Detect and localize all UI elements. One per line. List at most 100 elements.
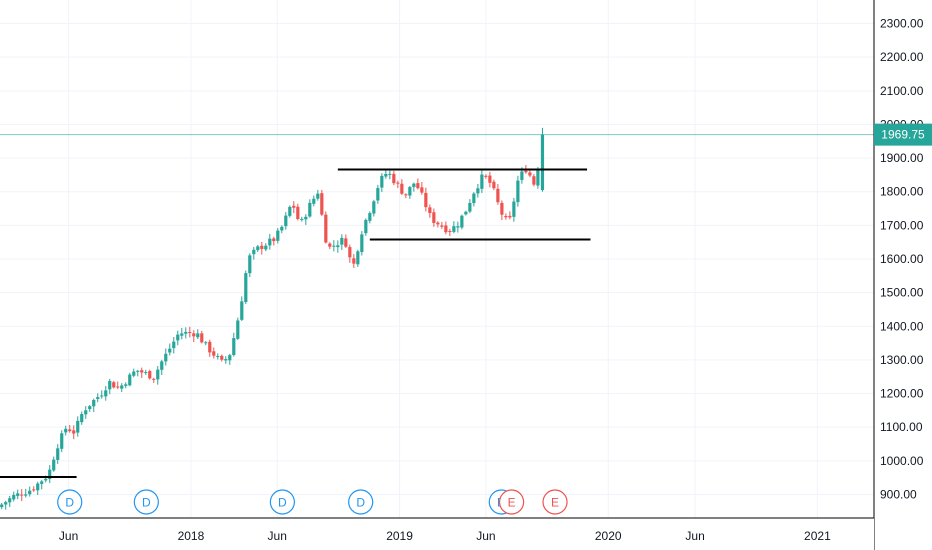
candle-body xyxy=(108,380,112,390)
candle-body xyxy=(212,351,216,356)
candle-body xyxy=(436,222,440,225)
candle-body xyxy=(268,238,272,246)
dividend-marker[interactable]: D xyxy=(269,489,295,515)
candle-body xyxy=(272,238,276,242)
candle-body xyxy=(332,245,336,247)
candle-body xyxy=(104,390,108,397)
candle-body xyxy=(540,134,545,191)
dividend-marker-label: D xyxy=(356,496,365,510)
y-tick-label: 1500.00 xyxy=(880,286,924,300)
candle-body xyxy=(240,301,244,320)
candle-body xyxy=(356,251,360,265)
candle-body xyxy=(76,420,80,433)
dividend-marker[interactable]: D xyxy=(133,489,159,515)
candle-body xyxy=(392,173,396,184)
candle-body xyxy=(476,188,480,194)
candle-body xyxy=(348,247,352,258)
x-tick-label: Jun xyxy=(476,529,495,543)
candle-body xyxy=(440,225,444,227)
candle-body xyxy=(256,246,260,251)
candle-body xyxy=(160,361,164,370)
y-tick-label: 1900.00 xyxy=(880,151,924,165)
candle-body xyxy=(172,341,176,349)
candle-body xyxy=(292,205,296,208)
candle-body xyxy=(136,370,140,372)
candle-body xyxy=(152,378,156,380)
candle-body xyxy=(100,395,104,397)
candle-body xyxy=(16,493,20,496)
candle-body xyxy=(140,370,144,373)
candle-body xyxy=(228,355,232,361)
dividend-marker-label: D xyxy=(142,496,151,510)
dividend-marker[interactable]: D xyxy=(348,489,374,515)
candle-body xyxy=(252,249,256,255)
earnings-marker[interactable]: E xyxy=(498,489,525,515)
candle-body xyxy=(116,386,120,388)
earnings-marker-label: E xyxy=(551,496,559,510)
earnings-marker[interactable]: E xyxy=(542,489,568,515)
candle-body xyxy=(388,173,392,175)
candle-body xyxy=(44,478,48,481)
candle-body xyxy=(32,489,36,491)
candle-body xyxy=(220,355,224,360)
candle-body xyxy=(48,469,52,479)
x-tick-label: Jun xyxy=(685,529,704,543)
candle-body xyxy=(428,207,432,214)
candle-body xyxy=(92,399,96,407)
y-tick-label: 1600.00 xyxy=(880,252,924,266)
candle-body xyxy=(264,245,268,250)
candle-body xyxy=(376,188,380,201)
candle-body xyxy=(188,332,192,334)
candle-body xyxy=(164,353,168,362)
candle-body xyxy=(232,338,236,356)
candle-body xyxy=(216,356,220,358)
candle-body xyxy=(308,202,312,217)
x-tick-label: 2021 xyxy=(804,529,831,543)
candle-body xyxy=(412,183,416,187)
candlestick-series xyxy=(0,127,545,510)
candle-body xyxy=(444,225,448,233)
candle-body xyxy=(224,359,228,361)
candle-body xyxy=(512,201,516,217)
candle-body xyxy=(492,181,496,189)
y-tick-label: 1400.00 xyxy=(880,319,924,333)
candle-body xyxy=(52,459,56,471)
candle-body xyxy=(296,206,300,220)
candle-body xyxy=(504,215,508,218)
candle-body xyxy=(248,255,252,274)
earnings-marker-circle xyxy=(498,489,525,515)
candle-body xyxy=(8,498,12,503)
y-tick-label: 1300.00 xyxy=(880,353,924,367)
time-axis[interactable]: Jun 2018 Jun 2019 Jun 2020 Jun 2021 xyxy=(0,517,874,550)
candle-body xyxy=(156,369,160,380)
y-tick-label: 1000.00 xyxy=(880,454,924,468)
candle-body xyxy=(80,414,84,423)
candle-body xyxy=(328,243,332,247)
candle-body xyxy=(128,374,132,386)
candle-body xyxy=(520,171,524,180)
dividend-marker[interactable]: D xyxy=(57,489,83,515)
candle-body xyxy=(300,218,304,220)
candle-body xyxy=(236,320,240,339)
candle-body xyxy=(64,428,68,433)
candle-body xyxy=(524,170,528,173)
candle-body xyxy=(144,372,148,374)
candle-body xyxy=(424,192,428,208)
candle-body xyxy=(96,397,100,399)
candle-body xyxy=(0,504,4,508)
candle-body xyxy=(396,182,400,184)
candle-body xyxy=(452,226,456,232)
candle-body xyxy=(196,333,200,338)
dividend-marker-label: D xyxy=(65,496,74,510)
earnings-marker-label: E xyxy=(508,496,516,510)
price-axis[interactable]: 900.00 1000.00 1100.00 1200.00 1300.00 1400.0… xyxy=(873,0,932,550)
candle-body xyxy=(320,193,324,215)
candle-body xyxy=(36,483,40,491)
candle-body xyxy=(496,188,500,203)
x-tick-label: Jun xyxy=(268,529,287,543)
candle-body xyxy=(276,230,280,241)
candle-body xyxy=(372,201,376,214)
candle-body xyxy=(112,382,116,388)
event-markers: DDDDDEE xyxy=(57,489,568,515)
